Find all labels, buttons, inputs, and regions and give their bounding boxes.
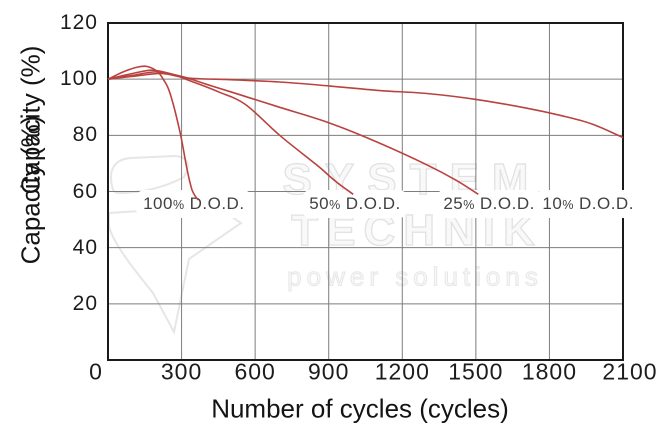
dod-label-100: 100% D.O.D. [136, 190, 252, 219]
dod-label-25: 25% D.O.D. [436, 190, 542, 219]
percent-sign: % [329, 198, 341, 213]
dod-label-25-num: 25 [443, 194, 464, 214]
dod-label-100-suffix: D.O.D. [189, 194, 245, 214]
dod-label-10-num: 10 [542, 194, 563, 214]
dod-label-10: 10% D.O.D. [535, 190, 641, 219]
dod-label-10-suffix: D.O.D. [578, 194, 634, 214]
percent-sign: % [172, 198, 185, 213]
dod-label-100-num: 100 [143, 194, 173, 214]
percent-sign: % [463, 198, 475, 213]
dod-label-50-num: 50 [309, 194, 330, 214]
dod-label-50: 50% D.O.D. [302, 190, 408, 219]
dod-label-50-suffix: D.O.D. [345, 194, 401, 214]
dod-label-25-suffix: D.O.D. [479, 194, 535, 214]
percent-sign: % [562, 198, 574, 213]
